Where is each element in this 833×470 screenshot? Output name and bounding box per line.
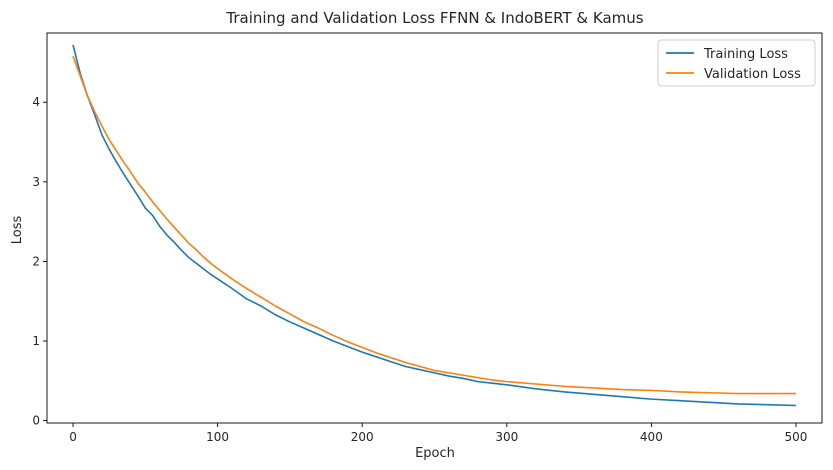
x-tick-label: 300 bbox=[495, 430, 518, 444]
y-tick-label: 0 bbox=[32, 414, 40, 428]
y-tick-label: 3 bbox=[32, 175, 40, 189]
x-tick-label: 0 bbox=[69, 430, 77, 444]
y-tick-label: 1 bbox=[32, 334, 40, 348]
legend: Training Loss Validation Loss bbox=[657, 39, 816, 87]
legend-label-0: Training Loss bbox=[703, 47, 788, 62]
legend-label-1: Validation Loss bbox=[704, 67, 801, 82]
y-axis-label: Loss bbox=[10, 216, 25, 245]
y-tick-label: 4 bbox=[32, 95, 40, 109]
x-tick-label: 200 bbox=[351, 430, 374, 444]
series-line-0 bbox=[72, 44, 796, 407]
chart-title: Training and Validation Loss FFNN & Indo… bbox=[225, 9, 643, 27]
x-tick-label: 500 bbox=[785, 430, 808, 444]
legend-box bbox=[657, 39, 816, 87]
x-axis-label: Epoch bbox=[415, 446, 455, 461]
y-tick-label: 2 bbox=[32, 254, 40, 268]
plot-area: 0 100 200 300 400 500 0 1 2 3 4 bbox=[32, 32, 823, 444]
series-line-1 bbox=[72, 55, 796, 395]
x-tick-label: 400 bbox=[640, 430, 663, 444]
plot-frame bbox=[46, 32, 823, 424]
x-tick-label: 100 bbox=[206, 430, 229, 444]
